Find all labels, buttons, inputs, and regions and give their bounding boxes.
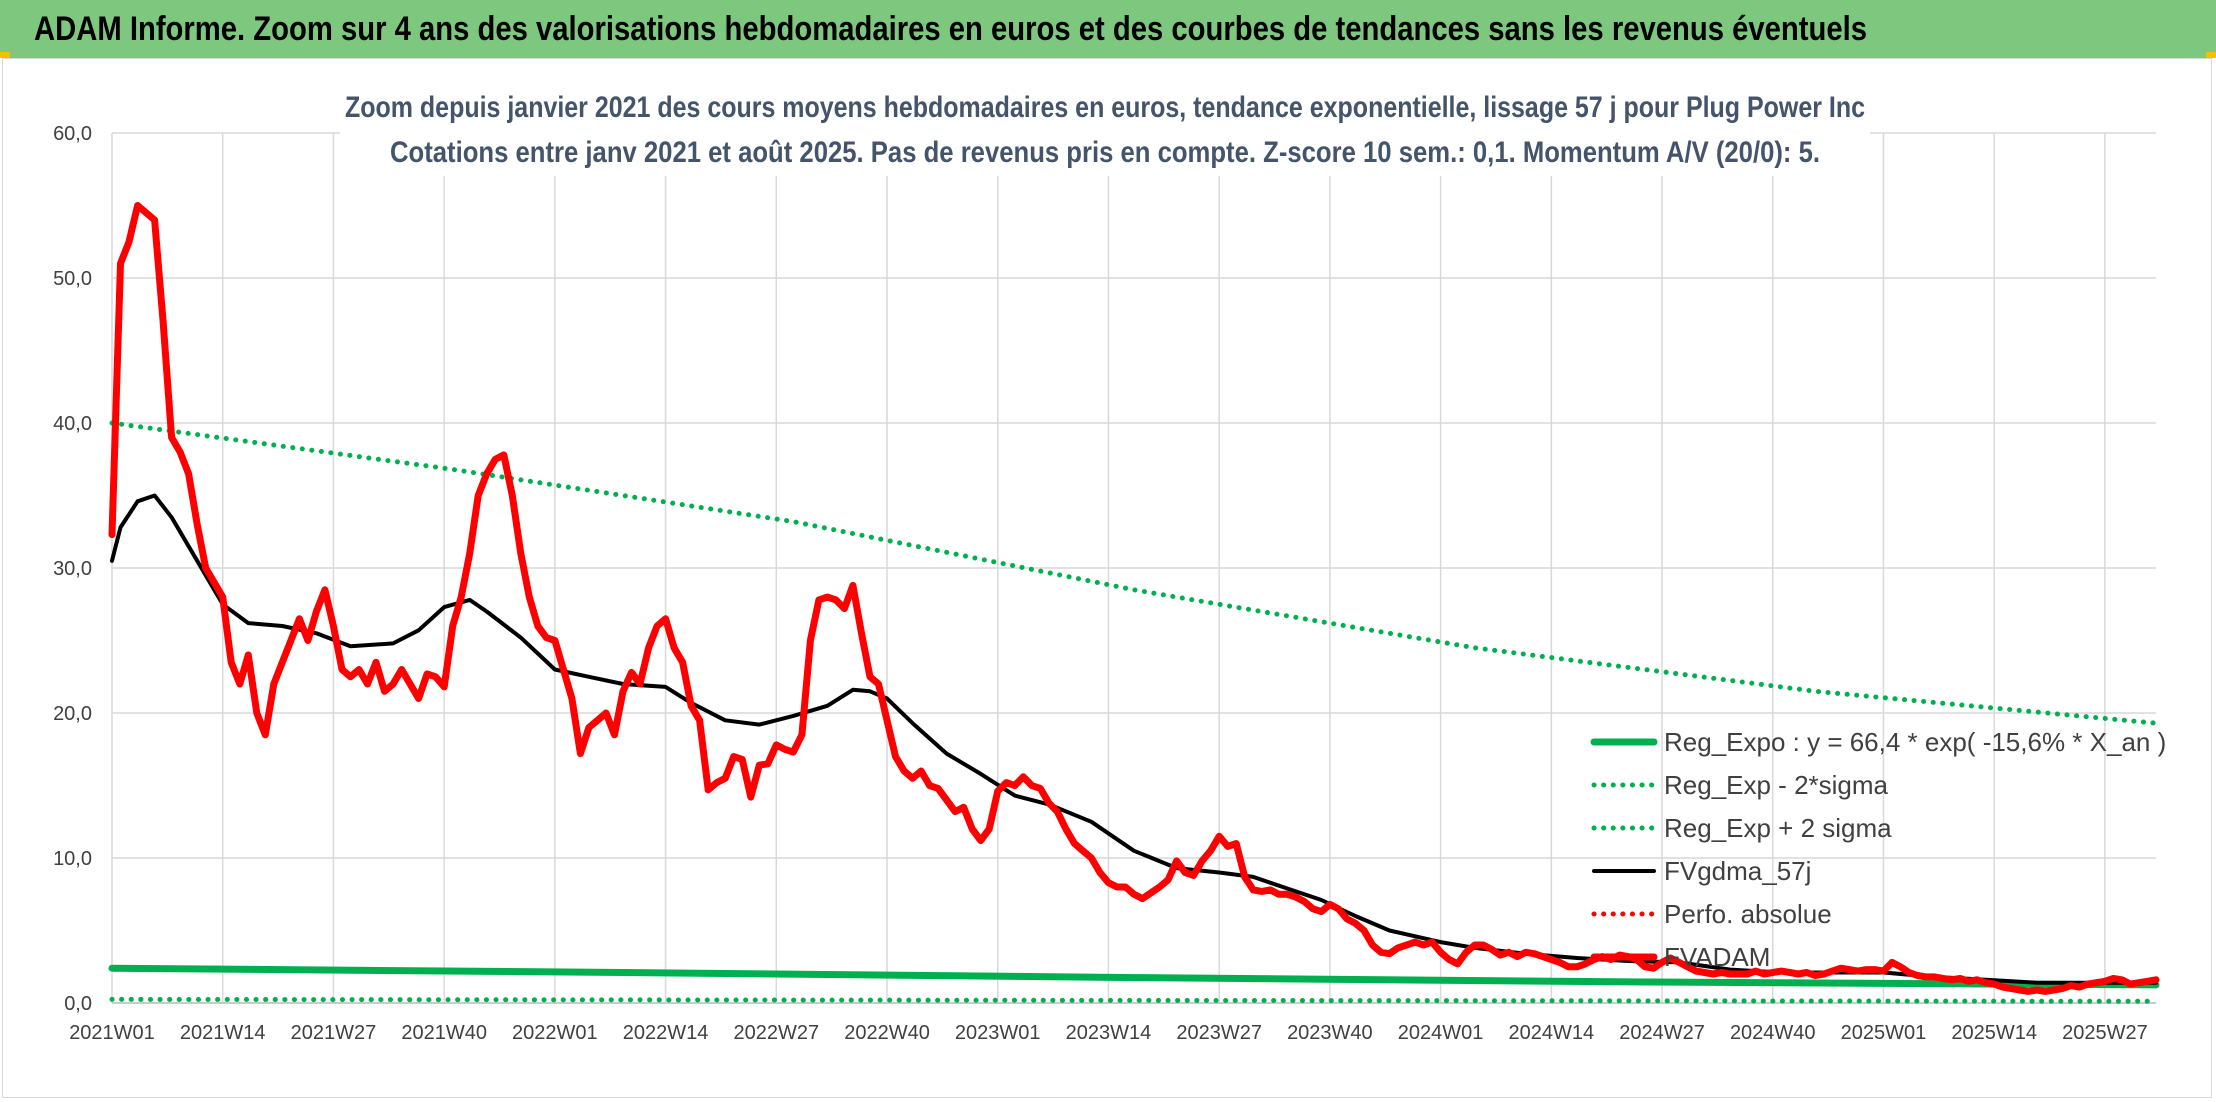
legend-entry: Reg_Exp - 2*sigma [1664,770,1889,800]
x-tick-label: 2025W27 [2062,1022,2148,1044]
banner-accent-right [2206,52,2216,58]
banner-accent-left [0,52,10,58]
x-tick-label: 2025W14 [1951,1022,2037,1044]
series-line-0 [108,964,2160,989]
x-tick-label: 2021W14 [180,1022,266,1044]
y-tick-label: 20,0 [53,703,92,725]
series-line-5 [108,202,2160,995]
chart-titles: Zoom depuis janvier 2021 des cours moyen… [340,84,1870,176]
y-tick-label: 0,0 [64,993,92,1015]
banner-title: ADAM Informe. Zoom sur 4 ans des valoris… [34,10,1867,48]
legend-entry: Reg_Expo : y = 66,4 * exp( -15,6% * X_an… [1664,727,2166,757]
series-line-2 [109,420,2159,726]
y-tick-label: 60,0 [53,123,92,145]
x-tick-label: 2022W01 [512,1022,598,1044]
legend-entry: FVADAM [1664,942,1770,972]
series-line-1 [109,996,2159,1004]
report-banner: ADAM Informe. Zoom sur 4 ans des valoris… [0,0,2216,58]
x-tick-label: 2025W01 [1841,1022,1927,1044]
x-tick-label: 2024W27 [1619,1022,1705,1044]
x-tick-label: 2022W14 [623,1022,709,1044]
x-tick-label: 2023W01 [955,1022,1041,1044]
x-tick-label: 2024W40 [1730,1022,1816,1044]
x-tick-label: 2022W27 [733,1022,819,1044]
x-tick-label: 2024W01 [1398,1022,1484,1044]
chart-title-background [340,84,1870,176]
y-tick-label: 30,0 [53,558,92,580]
x-axis-tick-labels: 2021W01 2021W14 2021W27 2021W40 2022W01 2022W… [69,1022,2148,1044]
chart-legend: Reg_Expo : y = 66,4 * exp( -15,6% * X_an… [1590,727,2166,972]
x-tick-label: 2023W27 [1176,1022,1262,1044]
chart-frame [2,58,2212,1098]
x-tick-label: 2023W40 [1287,1022,1373,1044]
chart-series [108,202,2160,1004]
x-tick-label: 2021W27 [291,1022,377,1044]
chart-title: Zoom depuis janvier 2021 des cours moyen… [345,91,1865,124]
legend-entry: Reg_Exp + 2 sigma [1664,813,1892,843]
x-tick-label: 2024W14 [1509,1022,1595,1044]
y-tick-label: 10,0 [53,848,92,870]
x-tick-label: 2021W01 [69,1022,155,1044]
y-tick-label: 50,0 [53,268,92,290]
y-axis-tick-labels: 0,0 10,0 20,0 30,0 40,0 50,0 60,0 [53,123,92,1015]
x-tick-label: 2022W40 [844,1022,930,1044]
x-tick-label: 2021W40 [401,1022,487,1044]
y-tick-label: 40,0 [53,413,92,435]
legend-entry: FVgdma_57j [1664,856,1811,886]
chart-subtitle: Cotations entre janv 2021 et août 2025. … [390,136,1820,169]
legend-entry: Perfo. absolue [1664,899,1832,929]
x-tick-label: 2023W14 [1066,1022,1152,1044]
chart-gridlines [111,132,2156,1004]
